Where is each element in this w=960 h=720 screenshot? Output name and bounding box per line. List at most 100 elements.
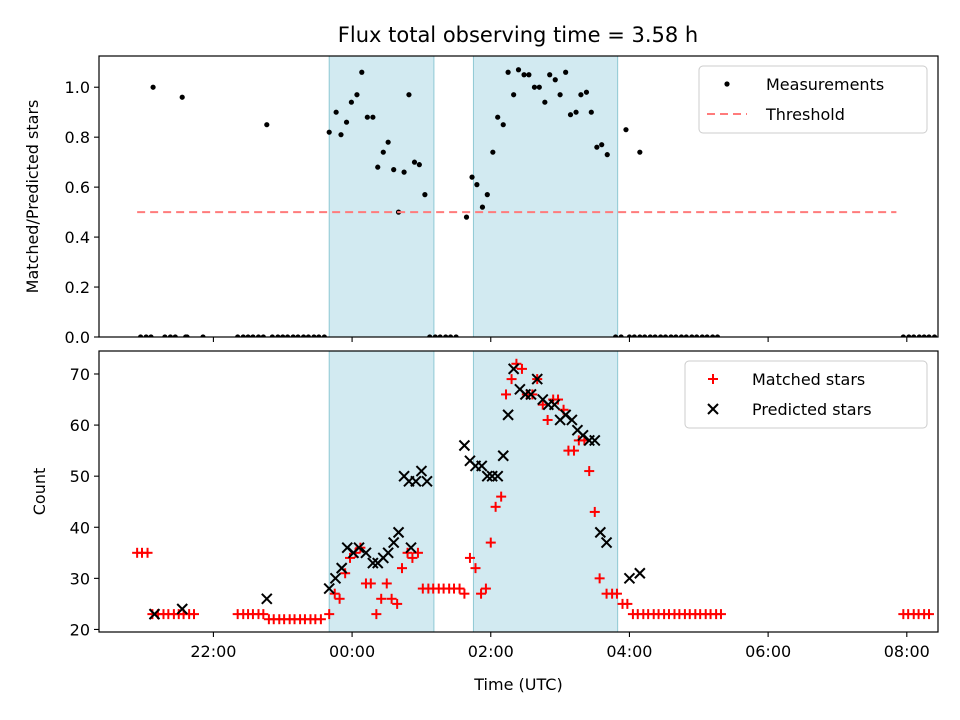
predicted-point bbox=[176, 603, 188, 615]
legend: Measurements Threshold bbox=[698, 65, 928, 134]
predicted-point-b bbox=[507, 363, 520, 375]
measurement-point bbox=[714, 334, 721, 337]
matched-point bbox=[464, 552, 475, 563]
measurement-point bbox=[391, 167, 397, 173]
matched-point bbox=[142, 547, 153, 558]
measurement-point bbox=[354, 92, 360, 98]
measurement-point bbox=[338, 132, 344, 138]
top-panel: 0.0 0.2 0.4 0.6 0.8 1.0 Matched/Predicted star… bbox=[23, 55, 939, 347]
measurement-point bbox=[699, 334, 705, 337]
measurement-point bbox=[683, 334, 689, 337]
measurement-point bbox=[583, 89, 590, 95]
predicted-point bbox=[481, 470, 494, 482]
measurement-point bbox=[432, 334, 438, 337]
predicted-point-b bbox=[623, 572, 636, 585]
y-axis-label: Count bbox=[30, 468, 49, 516]
measurement-point bbox=[542, 99, 548, 105]
legend-entry-label: Threshold bbox=[765, 105, 845, 124]
measurement-point bbox=[511, 92, 517, 98]
y-tick-label: 0.4 bbox=[65, 228, 90, 247]
measurement-point bbox=[364, 114, 370, 120]
x-tick-label: 02:00 bbox=[468, 642, 514, 661]
matched-point bbox=[459, 588, 470, 599]
matched-point bbox=[537, 399, 548, 410]
predicted-point-b bbox=[548, 398, 561, 411]
measurement-point bbox=[490, 149, 496, 155]
measurement-point bbox=[647, 334, 653, 337]
predicted-point bbox=[335, 562, 348, 574]
measurement-point bbox=[526, 72, 532, 78]
legend-matched-marker bbox=[708, 374, 718, 384]
predicted-point bbox=[600, 536, 613, 549]
predicted-point-b bbox=[341, 541, 353, 554]
measurement-point bbox=[437, 334, 443, 337]
predicted-point-b bbox=[577, 429, 589, 442]
measurement-point bbox=[167, 334, 174, 337]
matched-point bbox=[568, 445, 579, 456]
measurement-point bbox=[563, 69, 569, 75]
x-tick-label: 00:00 bbox=[329, 642, 375, 661]
predicted-point bbox=[531, 373, 543, 385]
predicted-point-b bbox=[531, 373, 543, 385]
predicted-point bbox=[589, 434, 601, 447]
measurement-point bbox=[484, 192, 490, 198]
predicted-point-b bbox=[589, 434, 601, 447]
chart-title: Flux total observing time = 3.58 h bbox=[338, 23, 698, 47]
predicted-point bbox=[491, 470, 504, 482]
plot-area bbox=[132, 358, 934, 625]
observing-band bbox=[328, 55, 435, 338]
plot-area bbox=[137, 67, 938, 337]
measurement-point bbox=[911, 334, 917, 337]
y-tick-label: 70 bbox=[70, 365, 90, 384]
legend-predicted-b bbox=[707, 403, 719, 415]
measurement-point bbox=[148, 334, 154, 337]
matched-point bbox=[386, 593, 397, 604]
predicted-point-b bbox=[176, 603, 188, 615]
predicted-point bbox=[497, 450, 509, 462]
measurement-point bbox=[264, 122, 270, 128]
predicted-point-b bbox=[634, 567, 646, 579]
matched-point bbox=[589, 506, 600, 517]
predicted-point bbox=[458, 439, 471, 452]
predicted-point bbox=[353, 541, 365, 554]
y-tick-label: 0.2 bbox=[65, 278, 90, 297]
measurement-point bbox=[547, 72, 553, 78]
measurement-point bbox=[500, 122, 506, 128]
matched-point bbox=[345, 552, 356, 563]
measurement-point bbox=[260, 334, 266, 337]
predicted-point bbox=[525, 388, 537, 401]
measurement-point bbox=[479, 204, 486, 210]
measurement-point bbox=[552, 77, 558, 83]
legend: Matched stars Predicted stars bbox=[684, 360, 928, 429]
measurement-point bbox=[183, 334, 189, 337]
measurement-point bbox=[623, 127, 629, 133]
measurement-point bbox=[689, 334, 695, 337]
measurement-point bbox=[172, 334, 178, 337]
predicted-point bbox=[410, 475, 422, 487]
y-tick-label: 20 bbox=[70, 620, 90, 639]
measurement-point bbox=[333, 109, 339, 115]
predicted-point bbox=[415, 465, 428, 477]
predicted-point-b bbox=[148, 608, 161, 620]
measurement-point bbox=[326, 129, 332, 135]
measurement-point bbox=[401, 169, 407, 175]
measurement-point bbox=[710, 334, 716, 337]
measurement-point bbox=[637, 334, 643, 337]
predicted-point-b bbox=[514, 383, 526, 396]
measurement-point bbox=[411, 159, 418, 165]
legend-predicted-marker bbox=[707, 403, 719, 415]
measurement-point bbox=[255, 334, 262, 337]
matched-point bbox=[334, 593, 345, 604]
axes-frame bbox=[98, 350, 939, 633]
y-axis-label: Matched/Predicted stars bbox=[23, 100, 42, 294]
measurement-point bbox=[375, 164, 381, 170]
measurement-point bbox=[658, 334, 664, 337]
matched-point bbox=[365, 578, 376, 589]
predicted-point-b bbox=[410, 475, 422, 487]
measurement-point bbox=[269, 334, 275, 337]
predicted-point-b bbox=[481, 470, 494, 482]
predicted-point bbox=[634, 567, 646, 579]
measurement-point bbox=[642, 334, 648, 337]
predicted-point-b bbox=[387, 536, 400, 549]
measurement-point bbox=[300, 334, 307, 337]
